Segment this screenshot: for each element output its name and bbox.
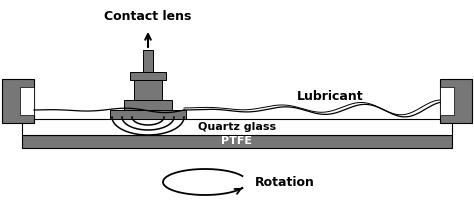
Bar — [22, 135, 452, 148]
Text: Contact lens: Contact lens — [104, 10, 191, 23]
Bar — [143, 50, 153, 72]
Bar — [440, 87, 454, 115]
Bar — [2, 79, 34, 123]
Bar — [134, 80, 162, 100]
Text: PTFE: PTFE — [221, 136, 253, 147]
Text: Quartz glass: Quartz glass — [198, 122, 276, 132]
Text: Rotation: Rotation — [255, 176, 315, 189]
Bar — [124, 100, 172, 110]
Bar — [20, 87, 34, 115]
Bar — [110, 110, 186, 119]
Text: Lubricant: Lubricant — [297, 91, 363, 104]
Bar — [130, 72, 166, 80]
Bar — [22, 119, 452, 135]
Bar — [440, 79, 472, 123]
